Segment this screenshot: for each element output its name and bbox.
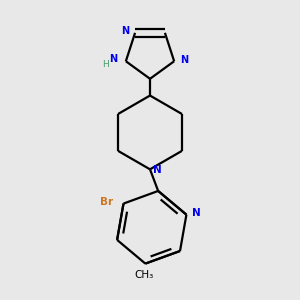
Text: N: N [121,26,129,36]
Text: CH₃: CH₃ [134,270,153,280]
Text: H: H [102,60,109,69]
Text: N: N [180,55,188,65]
Text: Br: Br [100,197,113,207]
Text: N: N [110,55,118,64]
Text: N: N [192,208,201,218]
Text: N: N [153,165,162,176]
